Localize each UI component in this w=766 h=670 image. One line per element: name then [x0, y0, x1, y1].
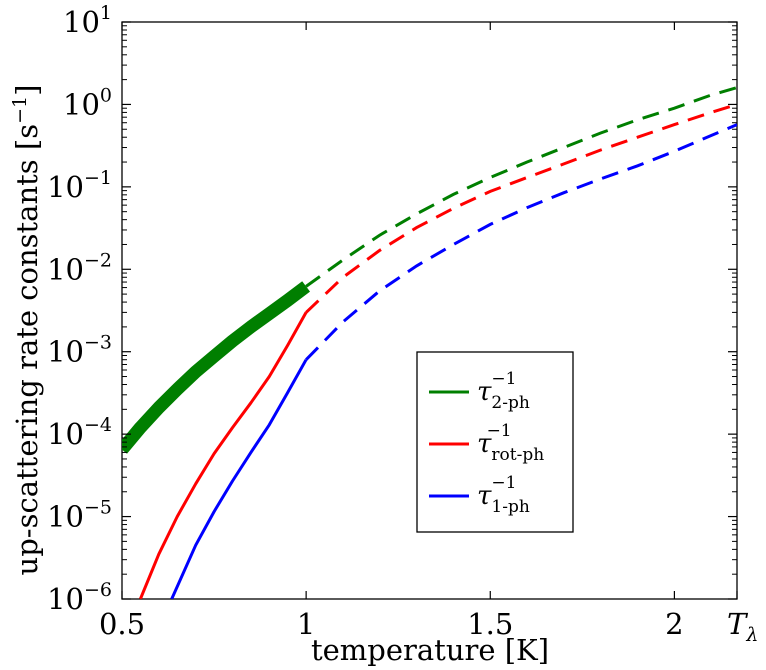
y-axis-title: up-scattering rate constants [s−1] [9, 85, 44, 576]
legend-box [416, 351, 574, 533]
series-2-dashed-line [305, 123, 737, 361]
series-2-solid-line [170, 358, 308, 599]
labels-layer: 0.5 1 1.5 2 Tλ 101 100 10−1 10−2 10−3 10−4 10−5 10−6 [47, 2, 758, 646]
legend-label: τ2-ph−1 [477, 369, 530, 413]
series-1-dashed-line [305, 102, 737, 314]
y-tick-label: 101 [63, 2, 112, 39]
x-tick-label: 0.5 [99, 607, 145, 641]
legend: τ2-ph−1 τrot-ph−1 τ1-ph−1 [416, 351, 574, 533]
series-0-solid-line [122, 281, 311, 454]
y-tick-label: 10−3 [47, 332, 112, 369]
x-axis-title: temperature [K] [311, 633, 549, 667]
x-tick-label: 1 [297, 607, 315, 641]
series-1-solid-line [139, 311, 308, 599]
x-tick-label: 1.5 [467, 607, 513, 641]
y-axis-title-main: up-scattering rate constants [s [10, 124, 44, 576]
y-tick-label: 10−2 [47, 249, 112, 286]
y-tick-label: 10−5 [47, 497, 112, 534]
legend-label: τ1-ph−1 [477, 473, 530, 517]
series-layer [122, 86, 737, 599]
y-tick-label: 100 [63, 84, 112, 121]
series-0-dashed-line [305, 86, 737, 288]
ticks-layer [121, 21, 738, 600]
legend-label: τrot-ph−1 [477, 421, 544, 465]
x-tick-label-t-lambda: Tλ [727, 607, 758, 646]
y-axis-title-close: ] [10, 85, 44, 96]
y-tick-label: 10−6 [47, 579, 112, 616]
y-axis-title-exponent: −1 [9, 96, 31, 124]
y-tick-label: 10−4 [47, 414, 112, 451]
y-tick-label: 10−1 [47, 167, 112, 204]
x-tick-label: 2 [665, 607, 683, 641]
